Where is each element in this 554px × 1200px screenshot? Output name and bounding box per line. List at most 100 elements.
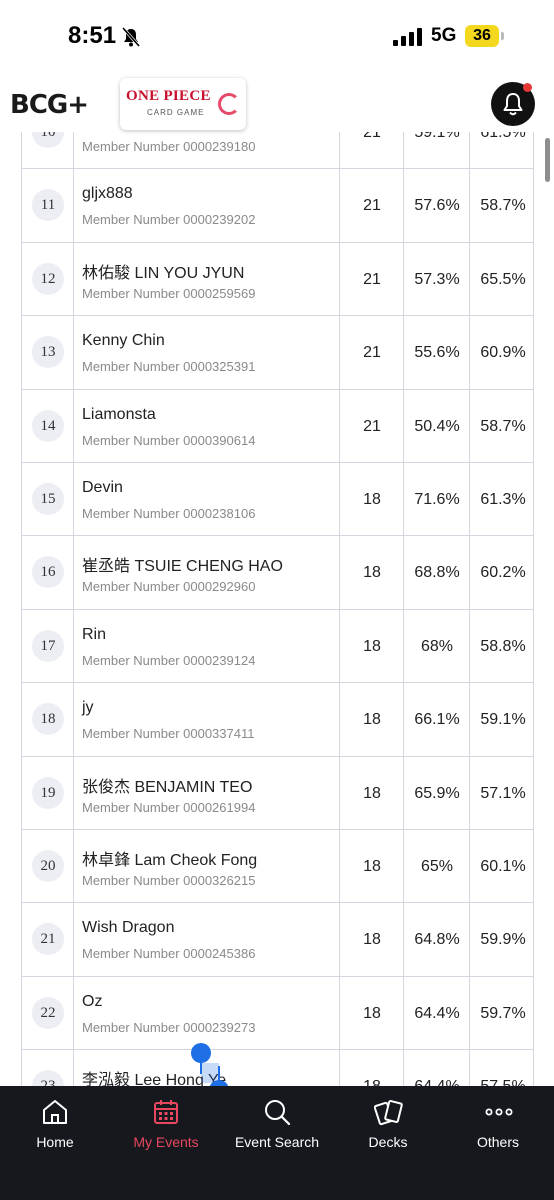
calendar-icon [154,1100,178,1124]
nav-my-events-label: My Events [133,1134,199,1150]
points-cell: 21 [341,132,404,169]
member-number: Member Number 0000239124 [82,652,256,668]
omw-cell: 68.8% [405,536,470,609]
rank-cell: 14 [22,389,74,462]
oomw-cell: 60.9% [480,344,526,362]
nav-home[interactable]: Home [0,1086,110,1166]
omw-cell: 57.6% [405,169,470,242]
table-row[interactable]: 18 jy Member Number 0000337411 18 66.1% … [21,683,534,757]
bottom-nav: Home My Events Event Search Decks [0,1086,554,1200]
oomw-cell: 57.1% [480,784,526,802]
bcg-logo[interactable]: BCG+ [10,90,89,120]
player-cell: 李泓毅 Lee Hong Ye [75,1050,340,1086]
player-name: gljx888 [82,185,133,203]
rank-cell: 23 [22,1050,74,1086]
rank-cell: 13 [22,316,74,389]
points-cell: 21 [341,389,404,462]
member-number: Member Number 0000245386 [82,946,256,962]
table-row[interactable]: 19 张俊杰 BENJAMIN TEO Member Number 000026… [21,756,534,830]
battery-icon: 36 [465,25,499,47]
omw-cell: 64.4% [405,1050,470,1086]
rank-badge: 23 [32,1070,64,1086]
nav-event-search-label: Event Search [234,1134,320,1150]
nav-decks-label: Decks [368,1134,408,1150]
oomw-cell: 60.1% [480,857,526,875]
points-cell: 18 [341,829,404,903]
rank-badge: 17 [32,629,64,662]
omw-cell: 68% [405,609,470,683]
text-selection [201,1063,219,1083]
oomw-cell: 59.7% [480,1004,526,1022]
player-cell: 林佑駿 LIN YOU JYUN Member Number 000025956… [75,242,340,316]
table-row[interactable]: 13 Kenny Chin Member Number 0000325391 2… [21,316,534,390]
nav-others[interactable]: Others [443,1086,553,1166]
nav-home-label: Home [36,1134,74,1150]
rank-badge: 16 [32,556,64,589]
member-number: Member Number 0000239273 [82,1019,256,1035]
points-cell: 18 [341,1050,404,1086]
standings-table[interactable]: 10 Member Number 0000239180 21 59.1% 61.… [21,132,534,1086]
one-piece-logo-subtitle: CARD GAME [147,108,205,117]
rank-badge: 19 [32,776,64,809]
player-name: 李泓毅 Lee Hong Ye [82,1072,227,1086]
member-number: Member Number 0000292960 [82,579,256,595]
scrollbar[interactable] [545,138,550,182]
member-number: Member Number 0000325391 [82,359,256,375]
more-icon [485,1108,513,1116]
member-number: Member Number 0000326215 [82,872,256,888]
table-row[interactable]: 14 Liamonsta Member Number 0000390614 21… [21,389,534,463]
omw-cell: 65.9% [405,756,470,829]
oomw-cell: 58.8% [480,637,526,655]
member-number: Member Number 0000239180 [82,139,256,154]
table-row[interactable]: 20 林卓鋒 Lam Cheok Fong Member Number 0000… [21,829,534,904]
rank-cell: 20 [22,829,74,903]
rank-badge: 13 [32,336,64,369]
rank-cell: 18 [22,683,74,756]
oomw-cell: 58.7% [480,417,526,435]
player-name: Oz [82,992,103,1010]
table-row[interactable]: 10 Member Number 0000239180 21 59.1% 61.… [21,132,534,170]
nav-my-events[interactable]: My Events [111,1086,221,1166]
member-number: Member Number 0000238106 [82,505,256,521]
one-piece-logo[interactable]: ONE PIECE CARD GAME [120,78,246,130]
cards-icon [374,1100,403,1126]
rank-badge: 21 [32,923,64,956]
bell-icon [503,93,523,116]
rank-badge: 20 [32,849,64,882]
table-row[interactable]: 17 Rin Member Number 0000239124 18 68% 5… [21,609,534,684]
table-row[interactable]: 22 Oz Member Number 0000239273 18 64.4% … [21,976,534,1051]
player-name: Rin [82,625,107,643]
status-bar: 8:51 5G 36 [0,0,554,76]
points-cell: 18 [341,609,404,683]
omw-cell: 64.8% [405,903,470,976]
table-row[interactable]: 15 Devin Member Number 0000238106 18 71.… [21,462,534,537]
nav-decks[interactable]: Decks [333,1086,443,1166]
player-name: Wish Dragon [82,919,175,937]
rank-badge: 11 [32,189,64,222]
nav-event-search[interactable]: Event Search [222,1086,332,1166]
table-row[interactable]: 12 林佑駿 LIN YOU JYUN Member Number 000025… [21,242,534,317]
member-number: Member Number 0000239202 [82,212,256,228]
table-row[interactable]: 21 Wish Dragon Member Number 0000245386 … [21,903,534,977]
sync-icon [218,93,240,115]
player-cell: Liamonsta Member Number 0000390614 [75,389,340,462]
network-type: 5G [431,25,457,46]
standings-rows: 10 Member Number 0000239180 21 59.1% 61.… [21,132,534,1086]
rank-cell: 16 [22,536,74,609]
oomw-cell: 57.5% [471,1050,534,1086]
table-row[interactable]: 11 gljx888 Member Number 0000239202 21 5… [21,169,534,243]
status-time: 8:51 [68,22,117,49]
rank-badge: 15 [32,482,64,515]
player-name: 林卓鋒 Lam Cheok Fong [82,851,258,869]
omw-cell: 64.4% [405,976,470,1050]
rank-cell: 19 [22,756,74,829]
signal-icon [393,28,422,46]
omw-cell: 59.1% [405,132,470,169]
player-cell: gljx888 Member Number 0000239202 [75,169,340,242]
selection-start-handle[interactable] [191,1043,211,1063]
points-cell: 21 [341,169,404,242]
player-name: Liamonsta [82,405,156,423]
table-row[interactable]: 23 李泓毅 Lee Hong Ye 18 64.4% 57.5% [21,1050,534,1086]
table-row[interactable]: 16 崔丞皓 TSUIE CHENG HAO Member Number 000… [21,536,534,610]
member-number: Member Number 0000337411 [82,726,255,742]
